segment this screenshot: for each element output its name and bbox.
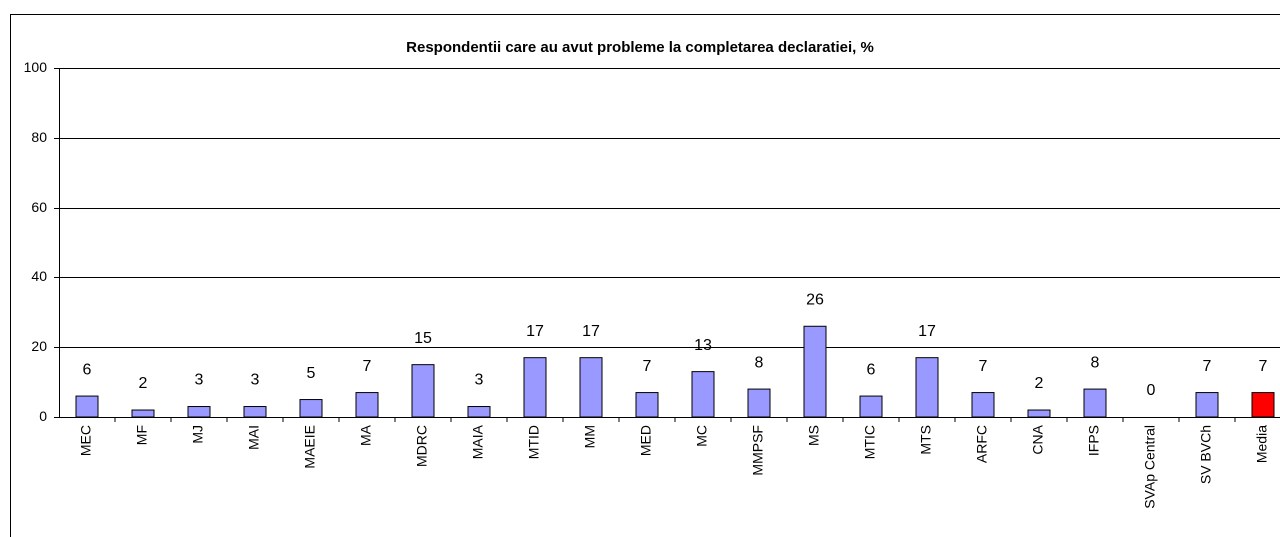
data-label: 6	[83, 361, 92, 378]
data-label: 17	[918, 323, 936, 340]
bar	[971, 392, 995, 418]
data-label: 7	[363, 358, 372, 375]
data-label: 5	[307, 365, 316, 382]
x-tick-label: MED	[638, 425, 654, 456]
data-label: 2	[1035, 375, 1044, 392]
bar	[579, 357, 603, 418]
y-tick-label: 60	[31, 199, 47, 215]
data-label: 2	[139, 375, 148, 392]
x-tick-label: MS	[806, 425, 822, 446]
x-tick-label: MF	[134, 425, 150, 445]
x-tick-label: CNA	[1030, 424, 1046, 454]
x-tick-label: MTS	[918, 425, 934, 455]
bar	[1251, 392, 1275, 418]
data-label: 13	[694, 337, 712, 354]
x-tick-label: MAEIE	[302, 425, 318, 469]
y-tick-label: 0	[39, 408, 47, 424]
data-label: 26	[806, 291, 824, 308]
x-tick-label: SVAp Central	[1142, 425, 1158, 509]
bar	[355, 392, 379, 418]
data-label: 3	[195, 372, 204, 389]
x-tick-label: MAI	[246, 425, 262, 450]
data-label: 7	[979, 358, 988, 375]
bar	[467, 406, 491, 418]
bar	[131, 409, 155, 418]
chart-frame	[10, 14, 1280, 537]
bar	[243, 406, 267, 418]
bar	[411, 364, 435, 418]
x-tick-label: Media	[1254, 425, 1270, 463]
data-label: 17	[526, 323, 544, 340]
x-tick-label: MTID	[526, 425, 542, 459]
data-label: 0	[1147, 382, 1156, 399]
bar	[915, 357, 939, 418]
bar	[299, 399, 323, 418]
chart-title: Respondentii care au avut probleme la co…	[406, 39, 874, 56]
data-label: 7	[1259, 358, 1268, 375]
data-label: 3	[251, 372, 260, 389]
x-tick-label: MM	[582, 425, 598, 448]
data-label: 6	[867, 361, 876, 378]
bar	[187, 406, 211, 418]
x-tick-label: MAIA	[470, 424, 486, 459]
bar	[523, 357, 547, 418]
bar	[75, 395, 99, 418]
x-tick-label: MDRC	[414, 425, 430, 467]
y-tick-label: 20	[31, 338, 47, 354]
x-tick-label: SV BVCh	[1198, 425, 1214, 484]
x-tick-label: MJ	[190, 425, 206, 444]
data-label: 17	[582, 323, 600, 340]
x-tick-label: IFPS	[1086, 425, 1102, 456]
data-label: 15	[414, 330, 432, 347]
y-tick-label: 40	[31, 268, 47, 284]
data-label: 3	[475, 372, 484, 389]
bar	[1195, 392, 1219, 418]
x-tick-label: MTIC	[862, 425, 878, 459]
bar	[1027, 409, 1051, 418]
bar	[747, 388, 771, 418]
y-tick-label: 100	[24, 59, 48, 75]
x-tick-label: MC	[694, 425, 710, 447]
bar	[691, 371, 715, 418]
bar	[635, 392, 659, 418]
x-tick-label: ARFC	[974, 425, 990, 463]
x-tick-label: MA	[358, 424, 374, 446]
data-label: 7	[643, 358, 652, 375]
data-label: 8	[755, 354, 764, 371]
x-tick-label: MMPSF	[750, 425, 766, 476]
bar	[859, 395, 883, 418]
bar	[803, 325, 827, 418]
data-label: 7	[1203, 358, 1212, 375]
bar	[1083, 388, 1107, 418]
x-tick-label: MEC	[78, 425, 94, 456]
data-label: 8	[1091, 354, 1100, 371]
y-tick-label: 80	[31, 129, 47, 145]
